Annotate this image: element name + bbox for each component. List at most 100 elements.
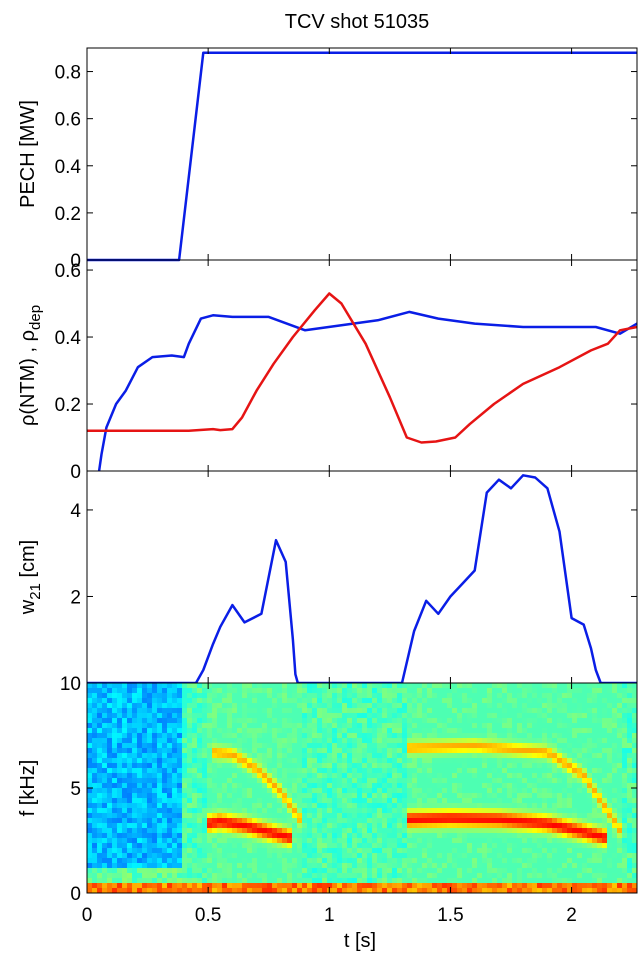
spectrogram-cell [602, 718, 608, 724]
spectrogram-cell [592, 818, 598, 824]
spectrogram-cell [617, 813, 623, 819]
spectrogram-cell [357, 723, 363, 729]
spectrogram-cell [612, 688, 618, 694]
spectrogram-cell [287, 868, 293, 874]
spectrogram-cell [472, 778, 478, 784]
spectrogram-cell [587, 723, 593, 729]
spectrogram-cell [502, 828, 508, 834]
spectrogram-cell [127, 688, 133, 694]
spectrogram-cell [567, 793, 573, 799]
spectrogram-cell [162, 733, 168, 739]
spectrogram-cell [282, 763, 288, 769]
spectrogram-cell [352, 683, 358, 689]
spectrogram-cell [107, 793, 113, 799]
spectrogram-cell [427, 828, 433, 834]
spectrogram-cell [317, 743, 323, 749]
spectrogram-cell [362, 818, 368, 824]
spectrogram-cell [587, 778, 593, 784]
spectrogram-cell [92, 863, 98, 869]
spectrogram-cell [222, 828, 228, 834]
spectrogram-cell [232, 698, 238, 704]
spectrogram-cell [272, 703, 278, 709]
spectrogram-cell [352, 793, 358, 799]
spectrogram-cell [542, 698, 548, 704]
spectrogram-cell [417, 883, 423, 889]
spectrogram-cell [387, 793, 393, 799]
spectrogram-cell [262, 703, 268, 709]
spectrogram-cell [632, 873, 638, 879]
spectrogram-cell [102, 763, 108, 769]
spectrogram-cell [467, 743, 473, 749]
spectrogram-cell [302, 768, 308, 774]
spectrogram-cell [502, 853, 508, 859]
spectrogram-cell [142, 688, 148, 694]
spectrogram-cell [172, 848, 178, 854]
spectrogram-cell [457, 873, 463, 879]
spectrogram-cell [247, 743, 253, 749]
spectrogram-cell [182, 798, 188, 804]
spectrogram-cell [527, 738, 533, 744]
spectrogram-cell [372, 693, 378, 699]
spectrogram-cell [202, 868, 208, 874]
spectrogram-cell [97, 838, 103, 844]
spectrogram-cell [432, 823, 438, 829]
spectrogram-cell [537, 738, 543, 744]
spectrogram-cell [127, 738, 133, 744]
spectrogram-cell [382, 788, 388, 794]
spectrogram-cell [242, 708, 248, 714]
spectrogram-cell [222, 803, 228, 809]
spectrogram-cell [482, 833, 488, 839]
spectrogram-cell [597, 773, 603, 779]
spectrogram-cell [217, 843, 223, 849]
spectrogram-cell [272, 768, 278, 774]
spectrogram-cell [527, 683, 533, 689]
spectrogram-cell [332, 888, 338, 894]
spectrogram-cell [607, 823, 613, 829]
spectrogram-cell [132, 888, 138, 894]
spectrogram-cell [132, 778, 138, 784]
spectrogram-cell [292, 848, 298, 854]
spectrogram-cell [92, 813, 98, 819]
spectrogram-cell [497, 863, 503, 869]
spectrogram-cell [552, 838, 558, 844]
spectrogram-cell [292, 793, 298, 799]
spectrogram-cell [532, 873, 538, 879]
spectrogram-cell [482, 728, 488, 734]
spectrogram-cell [557, 803, 563, 809]
spectrogram-cell [102, 758, 108, 764]
spectrogram-cell [97, 748, 103, 754]
spectrogram-cell [477, 688, 483, 694]
spectrogram-cell [542, 888, 548, 894]
spectrogram-cell [342, 888, 348, 894]
spectrogram-cell [542, 848, 548, 854]
spectrogram-cell [547, 738, 553, 744]
spectrogram-cell [317, 753, 323, 759]
spectrogram-cell [577, 743, 583, 749]
spectrogram-cell [552, 773, 558, 779]
spectrogram-cell [472, 688, 478, 694]
spectrogram-cell [207, 748, 213, 754]
spectrogram-cell [292, 683, 298, 689]
spectrogram-cell [277, 733, 283, 739]
spectrogram-cell [347, 713, 353, 719]
spectrogram-cell [562, 693, 568, 699]
spectrogram-cell [492, 758, 498, 764]
spectrogram-cell [357, 883, 363, 889]
spectrogram-cell [417, 818, 423, 824]
spectrogram-cell [397, 683, 403, 689]
spectrogram-cell [352, 838, 358, 844]
spectrogram-cell [152, 688, 158, 694]
spectrogram-cell [172, 688, 178, 694]
spectrogram-cell [177, 858, 183, 864]
spectrogram-cell [97, 743, 103, 749]
spectrogram-cell [547, 863, 553, 869]
spectrogram-cell [597, 738, 603, 744]
spectrogram-cell [527, 768, 533, 774]
spectrogram-cell [357, 848, 363, 854]
spectrogram-cell [142, 838, 148, 844]
spectrogram-cell [527, 833, 533, 839]
spectrogram-cell [102, 738, 108, 744]
spectrogram-cell [552, 738, 558, 744]
spectrogram-cell [362, 733, 368, 739]
spectrogram-cell [237, 698, 243, 704]
